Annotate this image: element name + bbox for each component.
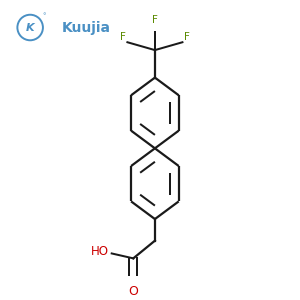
Text: O: O	[128, 285, 138, 298]
Text: K: K	[26, 22, 34, 32]
Text: F: F	[152, 15, 158, 25]
Text: Kuujia: Kuujia	[61, 20, 111, 34]
Text: F: F	[184, 32, 190, 42]
Text: °: °	[42, 14, 46, 20]
Text: F: F	[120, 32, 125, 42]
Text: HO: HO	[91, 245, 109, 258]
